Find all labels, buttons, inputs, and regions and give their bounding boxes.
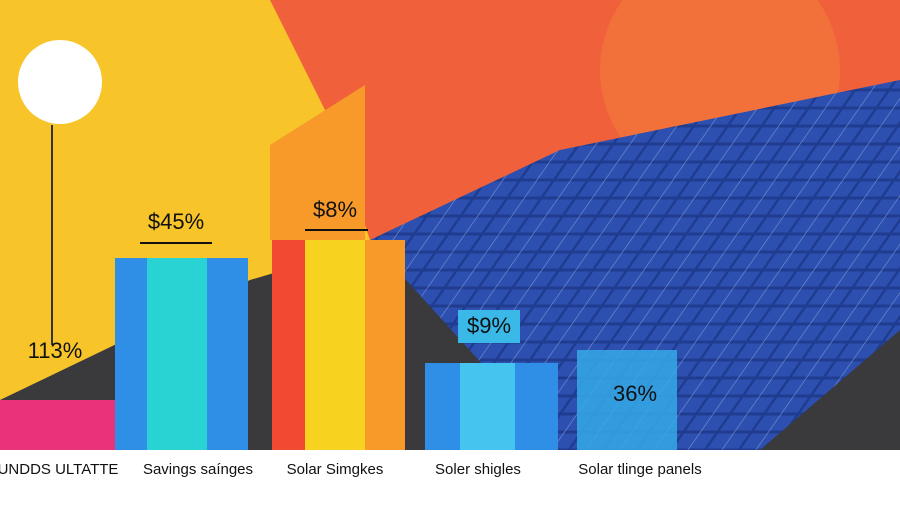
value-label: 36% — [613, 381, 657, 406]
bar-shape — [207, 258, 248, 450]
solar-panels — [370, 80, 900, 450]
bar-shape — [577, 350, 677, 450]
label-strip — [0, 450, 900, 514]
bar-shape — [115, 258, 147, 450]
value-label: $9% — [467, 313, 511, 338]
value-label: 113% — [28, 338, 83, 363]
bar-shape — [365, 240, 405, 450]
value-label: $8% — [313, 197, 357, 222]
category-label: Savings saínges — [143, 461, 253, 478]
bar-shape — [147, 258, 207, 450]
bar-shape — [272, 240, 305, 450]
category-label: UNDDS ULTATTE — [0, 461, 118, 478]
bar-shape — [305, 240, 365, 450]
value-label: $45% — [148, 209, 204, 234]
sun — [18, 40, 102, 124]
bar-shape — [460, 363, 515, 450]
category-label: Solar tlinge panels — [578, 461, 701, 478]
back-shape — [270, 85, 365, 240]
category-label: Solar Simgkes — [287, 461, 384, 478]
label-box — [458, 310, 520, 343]
category-label: Soler shigles — [435, 461, 521, 478]
